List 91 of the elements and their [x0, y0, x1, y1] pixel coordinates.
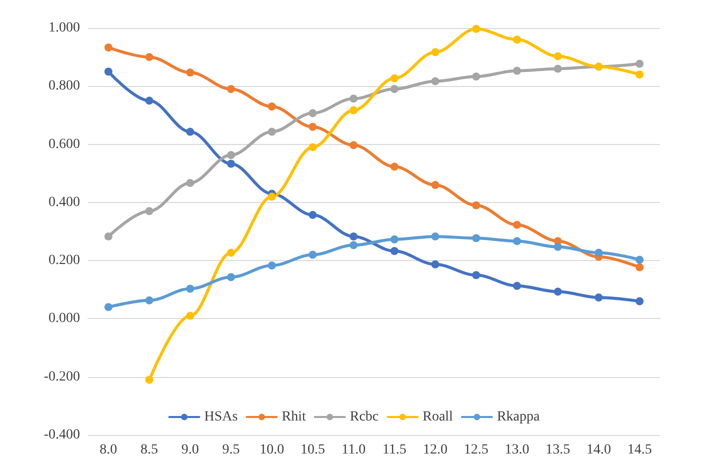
- point: [472, 72, 480, 81]
- y-tick-label: -0.200: [44, 369, 80, 384]
- point: [104, 232, 112, 240]
- point: [513, 36, 521, 44]
- point: [227, 273, 235, 282]
- point: [268, 192, 276, 201]
- point: [268, 128, 276, 136]
- point: [390, 246, 398, 255]
- point: [472, 234, 480, 242]
- x-tick-label: 14.0: [586, 442, 611, 458]
- point: [431, 232, 440, 240]
- point: [227, 248, 235, 257]
- y-tick-label: 0.200: [48, 253, 80, 268]
- point: [350, 232, 358, 240]
- x-tick-label: 11.0: [342, 442, 366, 458]
- point: [636, 256, 644, 264]
- point: [472, 271, 480, 280]
- x-tick-label: 10.5: [300, 442, 325, 458]
- point: [636, 60, 644, 68]
- point: [513, 66, 521, 75]
- legend-label: Roall: [422, 410, 454, 424]
- point: [268, 262, 276, 270]
- x-tick-label: 12.0: [423, 442, 448, 458]
- point: [145, 207, 154, 216]
- point: [390, 235, 398, 244]
- point: [554, 288, 562, 296]
- point: [104, 303, 112, 312]
- y-tick-label: 0.000: [48, 311, 80, 326]
- point: [513, 237, 521, 246]
- point: [227, 151, 235, 160]
- point: [350, 106, 358, 114]
- y-tick-label: 0.600: [48, 136, 80, 152]
- point: [145, 296, 154, 304]
- point: [431, 180, 440, 189]
- x-tick-label: 9.5: [222, 442, 240, 458]
- point: [594, 248, 603, 257]
- x-tick-label: 9.0: [181, 442, 199, 458]
- point: [431, 260, 440, 268]
- point: [145, 376, 154, 384]
- point: [350, 141, 358, 150]
- point: [390, 85, 398, 94]
- point: [472, 24, 480, 33]
- point: [308, 250, 317, 259]
- point: [390, 162, 398, 171]
- point: [104, 68, 112, 76]
- x-tick-label: 11.5: [382, 442, 406, 458]
- point: [186, 312, 194, 320]
- x-tick-label: 12.5: [464, 442, 488, 458]
- point: [268, 102, 276, 110]
- point: [554, 64, 562, 73]
- point: [350, 241, 358, 250]
- point: [104, 43, 112, 52]
- point: [227, 160, 235, 168]
- x-tick-label: 13.0: [504, 442, 530, 458]
- x-tick-label: 13.5: [546, 442, 570, 458]
- x-tick-label: 8.0: [100, 442, 118, 458]
- point: [145, 96, 154, 105]
- point: [227, 85, 235, 94]
- point: [554, 242, 562, 251]
- point: [308, 109, 317, 118]
- legend-label: Rcbc: [350, 410, 379, 424]
- point: [308, 122, 317, 131]
- point: [186, 178, 194, 187]
- point: [472, 201, 480, 210]
- y-tick-label: 0.800: [48, 78, 80, 94]
- point: [186, 68, 194, 76]
- legend-label: Rkappa: [496, 410, 541, 424]
- x-tick-label: 14.5: [627, 442, 652, 458]
- point: [513, 282, 521, 290]
- point: [186, 284, 194, 293]
- point: [308, 210, 317, 219]
- legend-label: HSAs: [204, 410, 238, 424]
- y-tick-label: -0.400: [44, 428, 80, 442]
- point: [186, 128, 194, 136]
- point: [554, 52, 562, 60]
- point: [431, 77, 440, 86]
- point: [390, 74, 398, 82]
- x-tick-label: 8.5: [140, 442, 158, 458]
- point: [636, 263, 644, 272]
- point: [308, 143, 317, 152]
- point: [350, 94, 358, 103]
- y-tick-label: 1.000: [48, 20, 80, 36]
- y-tick-label: 0.400: [48, 194, 80, 210]
- point: [513, 220, 521, 229]
- legend-label: Rhit: [282, 410, 306, 424]
- point: [636, 70, 644, 79]
- point: [145, 53, 154, 62]
- point: [636, 297, 644, 306]
- point: [431, 48, 440, 56]
- point: [594, 293, 603, 302]
- x-tick-label: 10.0: [260, 442, 284, 458]
